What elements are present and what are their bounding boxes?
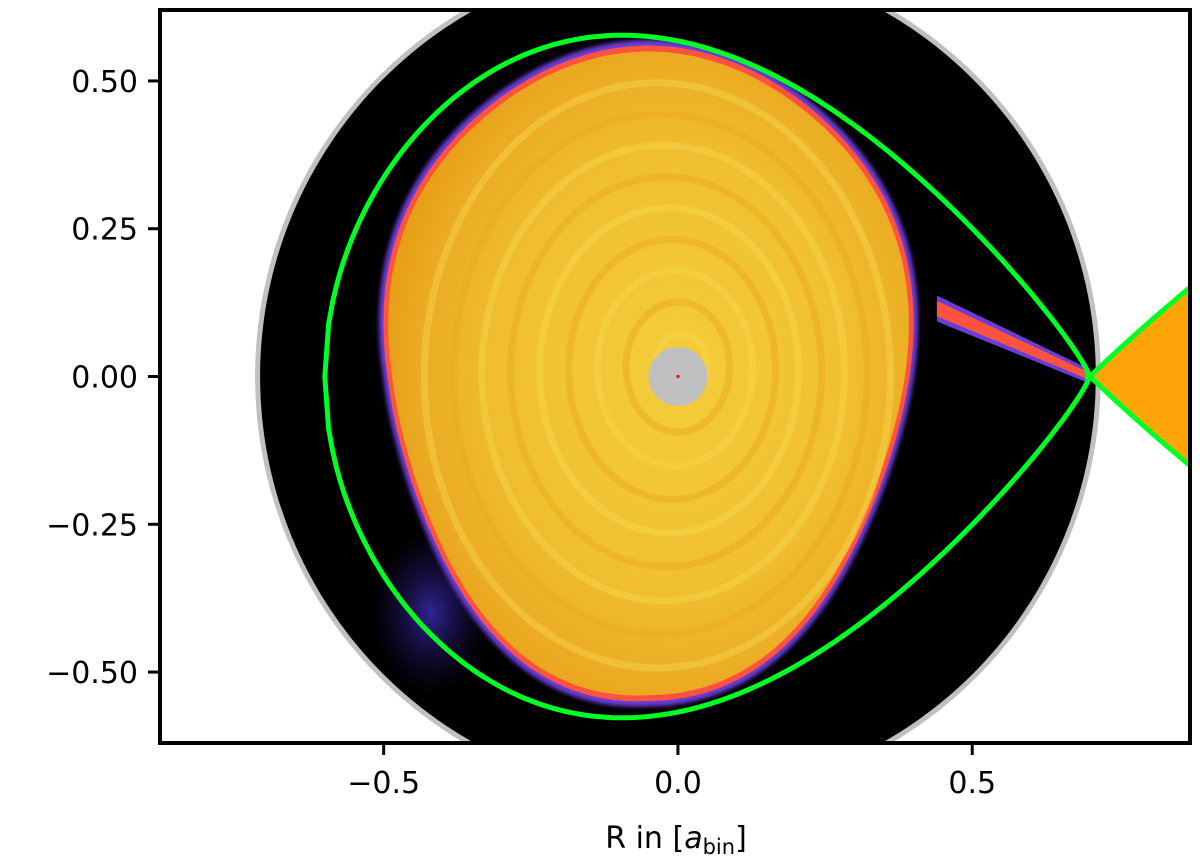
companion-roche-lobe-curve [1083,284,1190,469]
y-tick-label: 0.50 [71,65,138,100]
disc-ring [420,79,894,672]
y-axis-ticks: 0.50 0.25 0.00 −0.25 −0.50 [46,65,160,691]
central-star-marker [676,374,680,379]
x-axis-label-sub: bin [703,835,735,859]
disc-ring [564,235,780,503]
accretion-disc [388,51,909,696]
y-tick-label: 0.25 [71,213,138,248]
x-axis-label: R in [abin] [605,821,747,859]
x-tick-label: −0.5 [347,766,420,801]
disc-ring [536,204,803,537]
accretion-stream [936,300,1090,381]
x-axis-label-text: R in [ [605,821,684,856]
disc-ring [449,110,871,638]
x-tick-label: 0.5 [948,766,996,801]
x-axis-label-close: ] [735,821,747,856]
plot-area [255,10,1190,743]
y-tick-label: 0.00 [71,361,138,396]
disc-ring [507,173,826,571]
disc-ring [622,298,734,436]
y-tick-label: −0.50 [46,656,138,691]
x-axis-label-var: a [684,821,702,856]
companion-roche-lobe-fill [1089,287,1190,466]
disc-ring [593,267,757,470]
x-tick-label: 0.0 [654,766,702,801]
y-tick-label: −0.25 [46,508,138,543]
x-axis-ticks: −0.5 0.0 0.5 [347,743,996,801]
disc-ring [478,141,849,605]
disc-spiral-rings [420,79,894,672]
